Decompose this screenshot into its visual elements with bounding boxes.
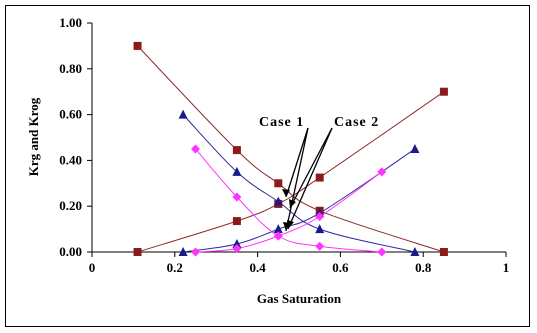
case2-arrowhead-b <box>287 220 294 229</box>
case2-arrow-a <box>289 127 333 209</box>
series-0-marker <box>439 248 448 256</box>
series-4-marker <box>232 192 242 202</box>
series-5-marker <box>315 212 325 222</box>
series-3-marker <box>178 247 188 256</box>
series-5-marker <box>377 167 387 177</box>
annotation-case-1: Case 1 <box>259 115 304 130</box>
x-tick-label: 1 <box>503 260 510 275</box>
tick-marks <box>87 22 507 257</box>
x-tick-labels: 0 0.2 0.4 0.6 0.8 1 <box>89 260 510 275</box>
series-0-marker <box>274 179 283 188</box>
case2-arrowhead-a <box>289 199 296 208</box>
y-tick-label: 0.00 <box>59 244 82 259</box>
series-3-marker <box>273 224 283 234</box>
x-tick-label: 0.4 <box>249 260 266 275</box>
series-1-marker <box>439 87 448 96</box>
y-tick-label: 0.20 <box>59 198 82 213</box>
series-2-marker <box>410 247 420 256</box>
y-axis-title: Krg and Krog <box>26 97 41 176</box>
y-tick-label: 1.00 <box>59 15 82 30</box>
series-4-marker <box>191 144 200 154</box>
series-4-line <box>195 148 382 253</box>
series-3-line <box>183 148 416 253</box>
y-tick-labels: 0.00 0.20 0.40 0.60 0.80 1.00 <box>59 15 82 259</box>
x-tick-label: 0.6 <box>332 260 349 275</box>
series-1-marker <box>315 173 324 182</box>
series-5-marker <box>273 231 283 241</box>
series-2-marker <box>273 196 283 206</box>
series-3-marker <box>410 143 420 153</box>
series-markers <box>133 41 448 257</box>
series-5-marker <box>191 247 200 257</box>
series-5-line <box>195 171 383 253</box>
series-2-marker <box>232 166 242 176</box>
axes <box>91 23 506 253</box>
series-3-marker <box>232 238 242 248</box>
series-5-marker <box>232 244 242 254</box>
series-1-marker <box>232 217 241 226</box>
series-2-marker <box>178 109 188 119</box>
series-4-marker <box>315 241 325 251</box>
x-tick-label: 0.8 <box>415 260 432 275</box>
series-1-marker <box>133 248 142 256</box>
series-0-marker <box>133 41 142 50</box>
x-axis-title: Gas Saturation <box>257 291 342 306</box>
series-0-marker <box>232 146 241 155</box>
series-2-marker <box>315 224 325 234</box>
y-tick-label: 0.80 <box>59 61 82 76</box>
annotation-arrows <box>282 127 333 232</box>
x-tick-label: 0.2 <box>167 260 183 275</box>
x-tick-label: 0 <box>89 260 96 275</box>
case1-arrow-a <box>285 127 309 198</box>
y-tick-label: 0.60 <box>59 107 82 122</box>
annotation-case-2: Case 2 <box>334 115 379 130</box>
y-tick-label: 0.40 <box>59 152 82 167</box>
case1-arrow-b <box>285 127 309 232</box>
series-4-marker <box>377 247 387 257</box>
case2-arrow-b <box>287 127 333 230</box>
case1-arrowhead-a <box>282 189 290 197</box>
